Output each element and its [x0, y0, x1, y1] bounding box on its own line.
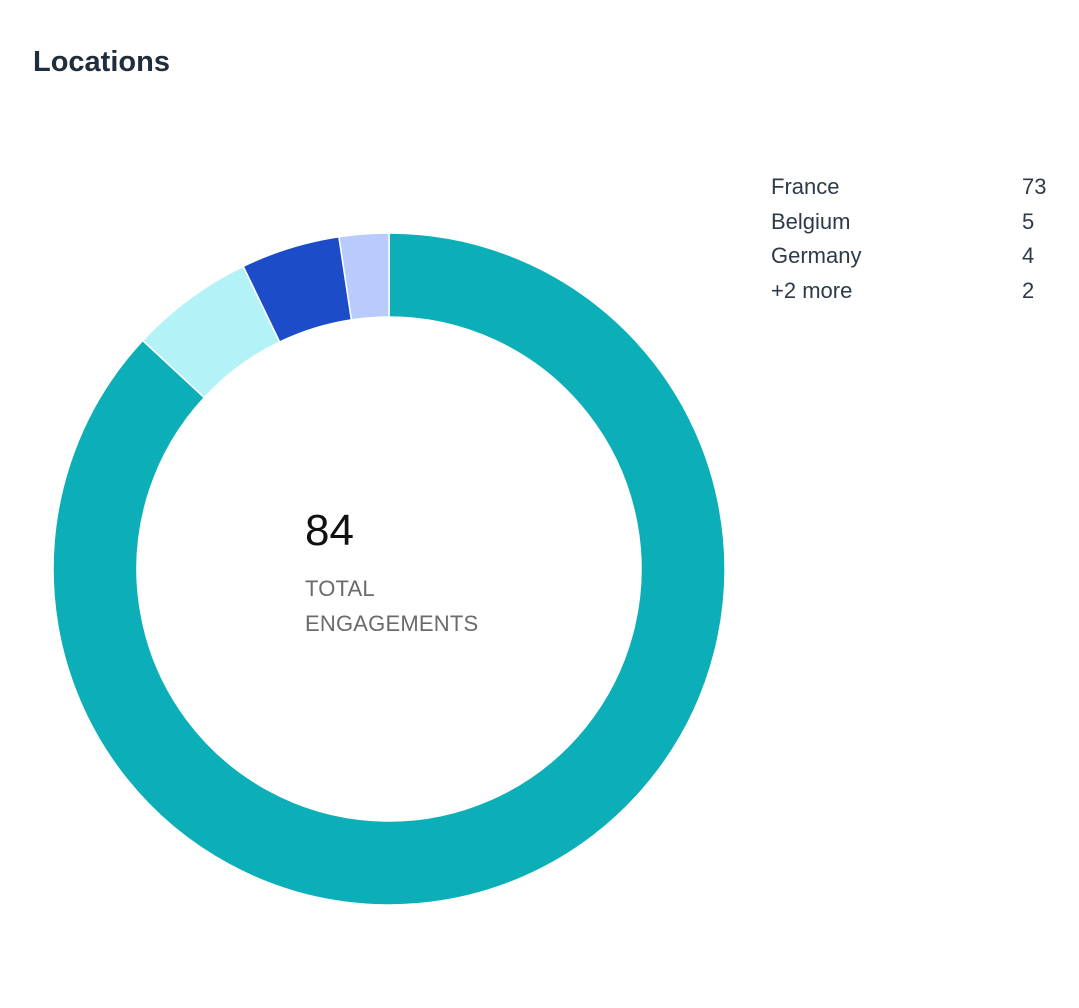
legend-row-france[interactable]: France 73	[771, 170, 1061, 205]
card-title: Locations	[33, 46, 170, 78]
legend-row-belgium[interactable]: Belgium 5	[771, 205, 1061, 240]
legend-value: 4	[1022, 243, 1035, 268]
legend-row-germany[interactable]: Germany 4	[771, 239, 1061, 274]
total-engagements-value: 84	[305, 506, 354, 555]
donut-chart	[52, 232, 726, 906]
legend-label: Germany	[771, 243, 862, 268]
legend-row-more[interactable]: +2 more 2	[771, 274, 1061, 309]
legend: France 73 Belgium 5 Germany 4 +2 more 2	[771, 170, 1061, 308]
legend-value: 2	[1022, 277, 1035, 303]
legend-value: 73	[1022, 174, 1047, 199]
legend-value: 5	[1022, 208, 1035, 234]
total-engagements-label: TOTAL ENGAGEMENTS	[305, 576, 479, 636]
donut-center: 84 TOTAL ENGAGEMENTS	[305, 505, 505, 641]
legend-label: Belgium	[771, 208, 851, 234]
donut-slice-2-more[interactable]	[338, 232, 390, 321]
legend-label: France	[771, 174, 840, 199]
legend-label: +2 more	[771, 277, 853, 303]
donut-slice-france[interactable]	[52, 232, 726, 906]
